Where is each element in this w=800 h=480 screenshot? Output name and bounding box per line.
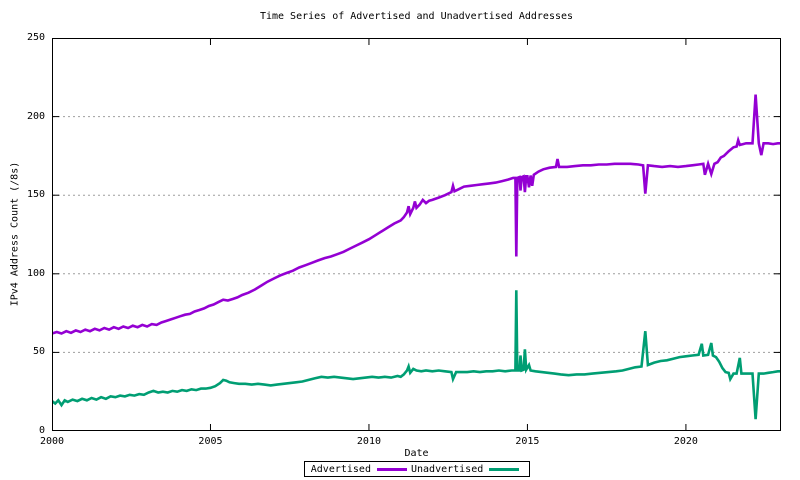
legend: Advertised Unadvertised (304, 461, 530, 477)
x-tick-label-2000: 2000 (39, 436, 65, 447)
y-tick-label-50: 50 (32, 346, 45, 358)
legend-swatch-unadvertised (489, 467, 520, 471)
legend-swatch-advertised (376, 467, 407, 471)
y-tick-label-0: 0 (38, 425, 45, 436)
series-line-unadvertised (52, 290, 781, 420)
legend-label-unadvertised: Unadvertised (410, 463, 484, 475)
y-tick-label-150: 150 (26, 189, 45, 201)
plot-area (52, 38, 781, 431)
x-tick-label-2010: 2010 (356, 436, 381, 447)
x-axis-title: Date (404, 448, 429, 459)
plot-svg (52, 38, 781, 431)
chart-title: Time Series of Advertised and Unadvertis… (259, 11, 574, 22)
plot-border (52, 38, 781, 431)
legend-label-advertised: Advertised (310, 463, 371, 475)
y-tick-label-250: 250 (26, 32, 45, 43)
y-tick-label-100: 100 (26, 267, 45, 279)
x-tick-label-2015: 2015 (515, 436, 540, 447)
x-tick-label-2020: 2020 (673, 436, 698, 447)
y-tick-label-200: 200 (26, 110, 45, 122)
y-axis-title-text: IPv4 Address Count (/8s) (9, 161, 21, 307)
series-line-advertised (52, 94, 781, 335)
x-tick-label-2005: 2005 (198, 436, 223, 447)
